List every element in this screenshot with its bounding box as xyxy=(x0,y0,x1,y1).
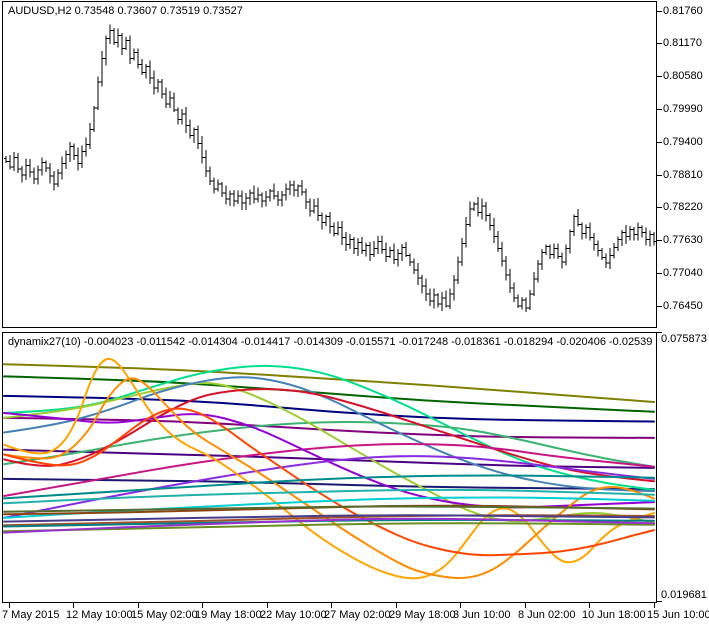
time-scale-label: 22 May 10:00 xyxy=(260,609,327,621)
time-scale-label: 19 May 18:00 xyxy=(195,609,262,621)
time-scale-label: 7 May 2015 xyxy=(2,609,60,621)
buf-midnight xyxy=(3,477,655,491)
price-scale-label: 0.79400 xyxy=(663,136,703,148)
ohlc-bar-bodies xyxy=(5,24,655,312)
time-scale-tick xyxy=(9,603,10,608)
price-scale-tick xyxy=(657,175,662,176)
indicator-subwindow[interactable]: dynamix27(10) -0.004023 -0.011542 -0.014… xyxy=(2,332,657,603)
buf-lightseagreen xyxy=(3,488,655,505)
price-scale-label: 0.79990 xyxy=(663,103,703,115)
time-scale-tick xyxy=(73,603,74,608)
price-scale-tick xyxy=(657,43,662,44)
buf-indigo xyxy=(3,448,655,469)
time-scale-label: 3 Jun 10:00 xyxy=(453,609,511,621)
price-scale-label: 0.78220 xyxy=(663,201,703,213)
time-scale-tick xyxy=(267,603,268,608)
price-scale-tick xyxy=(657,207,662,208)
time-scale-label: 15 Jun 10:00 xyxy=(647,609,709,621)
price-scale-label: 0.81760 xyxy=(663,5,703,17)
price-scale-tick xyxy=(657,109,662,110)
time-scale-label: 10 Jun 18:00 xyxy=(582,609,646,621)
time-scale-label: 8 Jun 02:00 xyxy=(518,609,576,621)
buf-darkgreen xyxy=(3,375,655,413)
price-scale-label: 0.77630 xyxy=(663,234,703,246)
price-chart-panel[interactable]: AUDUSD,H2 0.73548 0.73607 0.73519 0.7352… xyxy=(2,1,657,328)
time-scale-label: 12 May 10:00 xyxy=(66,609,133,621)
price-scale-tick xyxy=(657,142,662,143)
price-scale-tick xyxy=(657,240,662,241)
price-scale-label: 0.76450 xyxy=(663,300,703,312)
price-scale-label: 0.80580 xyxy=(663,70,703,82)
price-scale-label: 0.81170 xyxy=(663,37,702,49)
buf-mediumseagreen xyxy=(3,420,655,468)
price-scale-tick xyxy=(657,306,662,307)
buf-steelblue xyxy=(3,376,655,493)
buf-springgreen xyxy=(3,364,655,491)
time-scale-tick xyxy=(589,603,590,608)
price-scale-tick xyxy=(657,273,662,274)
indicator-values-line: dynamix27(10) -0.004023 -0.011542 -0.014… xyxy=(8,336,653,348)
buf-navy xyxy=(3,394,655,423)
time-scale-tick xyxy=(654,603,655,608)
price-scale-tick xyxy=(657,76,662,77)
time-scale-tick xyxy=(525,603,526,608)
price-scale-label: 0.78810 xyxy=(663,169,703,181)
ohlc-bar-ticks xyxy=(4,30,656,309)
buf-blueviolet xyxy=(3,455,655,519)
buf-olive xyxy=(3,363,655,403)
symbol-ohlc-title: AUDUSD,H2 0.73548 0.73607 0.73519 0.7352… xyxy=(8,5,243,17)
price-bars-series xyxy=(4,24,656,312)
indicator-scale-min: 0.019681 xyxy=(661,589,707,601)
time-scale-tick xyxy=(460,603,461,608)
time-scale-label: 29 May 18:00 xyxy=(389,609,456,621)
price-scale-tick xyxy=(657,11,662,12)
time-scale-tick xyxy=(331,603,332,608)
buf-darkolivegreen xyxy=(3,505,655,513)
time-scale-tick xyxy=(138,603,139,608)
buf-olivedrab xyxy=(3,522,655,533)
buf-mediumvioletred xyxy=(3,442,655,497)
price-scale-label: 0.77040 xyxy=(663,267,703,279)
time-scale-label: 15 May 02:00 xyxy=(131,609,198,621)
time-scale-tick xyxy=(202,603,203,608)
buf-darkslateblue xyxy=(3,514,655,523)
buf-darkorchid xyxy=(3,517,655,534)
buf-darkcyan xyxy=(3,474,655,500)
indicator-scale-max: 0.075873 xyxy=(661,333,707,345)
time-scale-tick xyxy=(396,603,397,608)
buf-orange1 xyxy=(3,357,655,580)
indicator-lines xyxy=(3,357,655,580)
time-scale-label: 27 May 02:00 xyxy=(324,609,391,621)
